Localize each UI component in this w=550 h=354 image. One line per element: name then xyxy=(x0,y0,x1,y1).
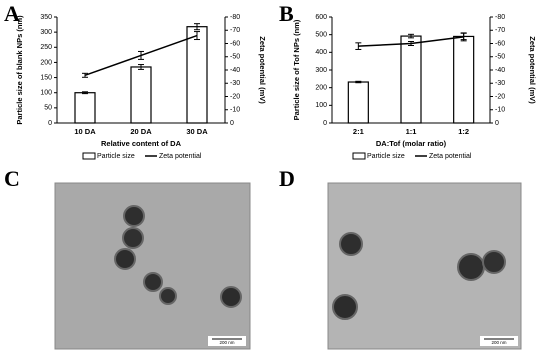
legend-label: Particle size xyxy=(367,153,405,160)
y2-tick-label: -10 xyxy=(495,107,505,114)
y2-tick-label: -70 xyxy=(230,27,240,34)
y-tick-label: 100 xyxy=(40,90,52,97)
scale-bar-label: 200 nm xyxy=(491,340,506,345)
y-axis-title: Particle size of Tof NPs (nm) xyxy=(292,19,301,120)
legend-swatch xyxy=(82,152,96,160)
y2-axis-title: Zeta potential (mV) xyxy=(258,36,267,104)
y2-tick-label: -30 xyxy=(230,80,240,87)
bar xyxy=(453,35,475,124)
legend-label: Zeta potential xyxy=(429,153,472,160)
tem-image: 200 nm xyxy=(327,182,522,350)
y2-tick-label: -10 xyxy=(230,107,240,114)
y-axis-title: Particle size of blank NPs (nm) xyxy=(15,15,24,125)
legend-label: Particle size xyxy=(97,153,135,160)
y-tick-label: 100 xyxy=(315,102,327,109)
y2-tick-label: -20 xyxy=(495,93,505,100)
y-tick-label: 300 xyxy=(40,29,52,36)
y2-tick-label: -40 xyxy=(230,67,240,74)
y-tick-label: 300 xyxy=(315,67,327,74)
x-tick-label: 2:1 xyxy=(353,127,364,136)
y2-tick-label: -60 xyxy=(230,40,240,47)
y2-tick-label: -60 xyxy=(495,40,505,47)
x-axis-title: Relative content of DA xyxy=(101,139,182,148)
bar xyxy=(347,81,369,124)
bar xyxy=(186,26,208,124)
x-tick-label: 1:1 xyxy=(406,127,417,136)
panel-label: B xyxy=(279,1,294,26)
y-tick-label: 600 xyxy=(315,14,327,21)
x-tick-label: 30 DA xyxy=(186,127,208,136)
y-tick-label: 500 xyxy=(315,32,327,39)
legend-label: Zeta potential xyxy=(159,153,202,160)
y-tick-label: 350 xyxy=(40,14,52,21)
x-tick-label: 1:2 xyxy=(458,127,469,136)
panel-label: A xyxy=(4,1,20,26)
bar xyxy=(74,92,96,124)
x-tick-label: 10 DA xyxy=(74,127,96,136)
scale-bar-label: 200 nm xyxy=(219,340,234,345)
y-tick-label: 400 xyxy=(315,49,327,56)
y2-tick-label: -40 xyxy=(495,67,505,74)
y2-tick-label: -30 xyxy=(495,80,505,87)
legend-swatch xyxy=(352,152,366,160)
y2-tick-label: -50 xyxy=(230,54,240,61)
y2-tick-label: 0 xyxy=(230,120,234,127)
y2-axis-title: Zeta potential (mV) xyxy=(528,36,537,104)
bar xyxy=(130,66,152,124)
y-tick-label: 150 xyxy=(40,74,52,81)
x-tick-label: 20 DA xyxy=(130,127,152,136)
y-tick-label: 200 xyxy=(40,59,52,66)
y2-tick-label: -80 xyxy=(230,14,240,21)
y-tick-label: 0 xyxy=(48,120,52,127)
y2-tick-label: -80 xyxy=(495,14,505,21)
y2-tick-label: -50 xyxy=(495,54,505,61)
y2-tick-label: 0 xyxy=(495,120,499,127)
tem-image: 200 nm xyxy=(54,182,251,350)
panel-label: D xyxy=(279,166,295,191)
y-tick-label: 200 xyxy=(315,85,327,92)
bar xyxy=(400,35,422,124)
panel-label: C xyxy=(4,166,20,191)
y-tick-label: 0 xyxy=(323,120,327,127)
y2-tick-label: -20 xyxy=(230,93,240,100)
y2-tick-label: -70 xyxy=(495,27,505,34)
y-tick-label: 250 xyxy=(40,44,52,51)
x-axis-title: DA:Tof (molar ratio) xyxy=(376,139,447,148)
y-tick-label: 50 xyxy=(44,105,52,112)
